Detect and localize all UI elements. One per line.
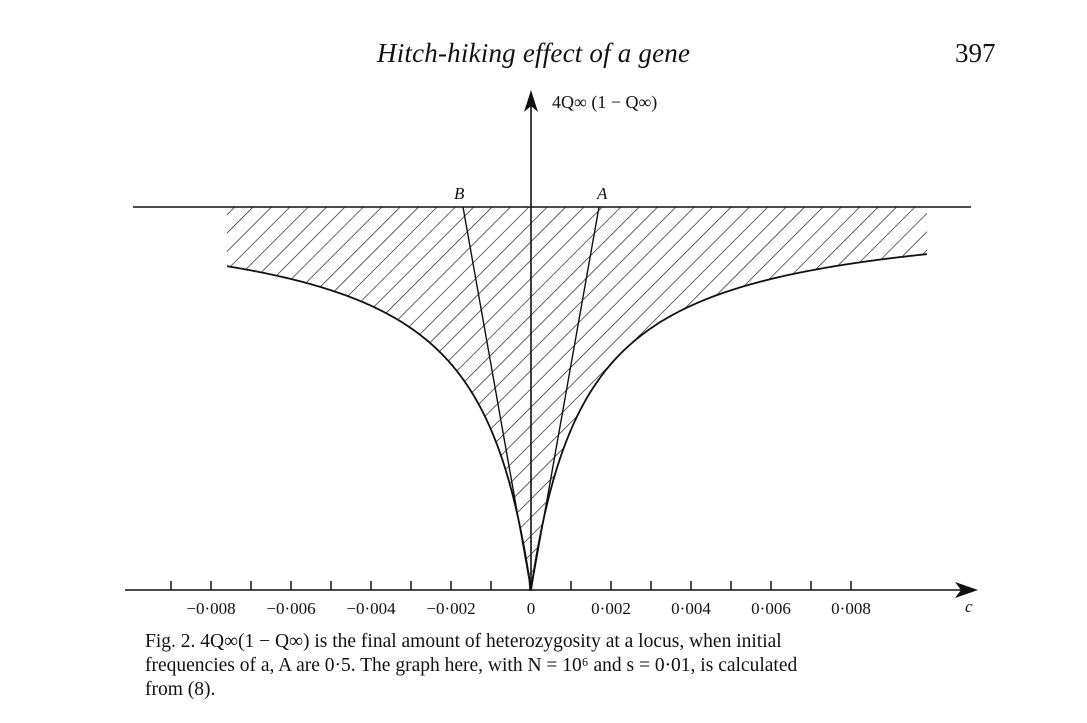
- x-tick-label: 0·002: [591, 599, 631, 618]
- x-tick-label: 0·008: [831, 599, 871, 618]
- y-axis-label: 4Q∞ (1 − Q∞): [552, 92, 657, 113]
- x-tick-label: 0·004: [671, 599, 711, 618]
- line-a: [530, 206, 600, 591]
- caption-line-3: from (8).: [145, 679, 216, 700]
- line-b: [462, 206, 532, 591]
- x-tick-label: −0·008: [186, 599, 235, 618]
- point-label-a: A: [596, 184, 608, 203]
- page-number: 397: [955, 38, 996, 68]
- x-tick-label: −0·004: [346, 599, 396, 618]
- y-axis-arrow: [524, 90, 538, 112]
- running-head: Hitch-hiking effect of a gene 397: [0, 38, 1087, 74]
- heterozygosity-curve: [226, 253, 928, 591]
- hatched-region: [227, 207, 927, 590]
- x-axis-arrow: [955, 582, 978, 598]
- x-tick-label: −0·002: [426, 599, 475, 618]
- x-tick-label: 0·006: [751, 599, 791, 618]
- point-label-b: B: [454, 184, 465, 203]
- x-axis-label: c: [965, 597, 973, 616]
- x-tick-label: −0·006: [266, 599, 315, 618]
- figure-caption: Fig. 2. 4Q∞(1 − Q∞) is the final amount …: [145, 630, 960, 702]
- caption-line-2: frequencies of a, A are 0·5. The graph h…: [145, 655, 798, 676]
- running-title: Hitch-hiking effect of a gene: [377, 38, 691, 68]
- caption-line-1: Fig. 2. 4Q∞(1 − Q∞) is the final amount …: [145, 631, 782, 652]
- x-tick-label: 0: [527, 599, 536, 618]
